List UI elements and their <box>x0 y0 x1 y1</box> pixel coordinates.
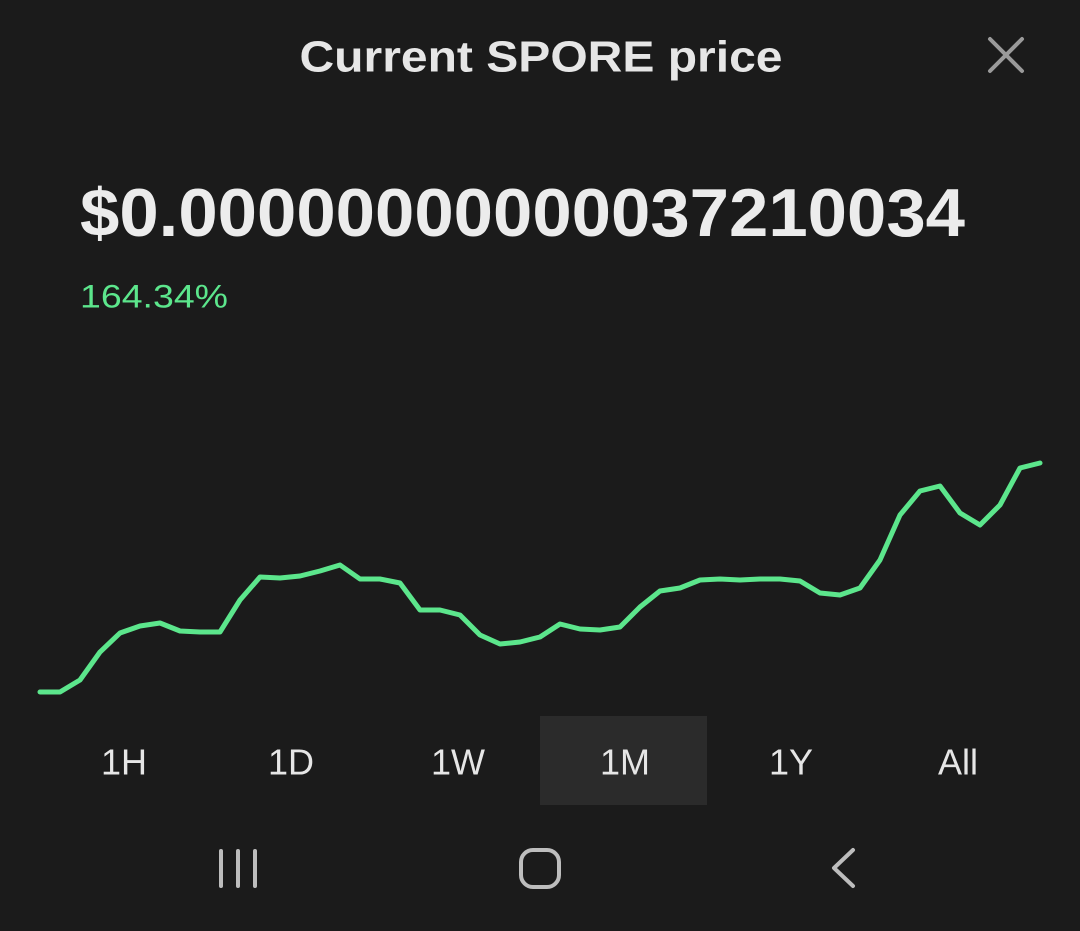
home-button[interactable] <box>519 848 561 889</box>
back-button[interactable] <box>832 848 855 888</box>
tab[interactable]: 1M <box>600 742 650 783</box>
recent-apps-button[interactable] <box>219 849 257 888</box>
price: $0.00000000000037210034 <box>80 175 965 251</box>
tab[interactable]: 1W <box>431 742 485 783</box>
close-button[interactable] <box>988 37 1024 73</box>
tab[interactable]: 1H <box>101 742 147 783</box>
title: Current SPORE price <box>300 33 783 82</box>
selected-tab-background <box>540 716 707 805</box>
price-change: 164.34% <box>80 278 228 314</box>
price-line <box>37 460 1043 695</box>
close-icon <box>988 37 1024 73</box>
tab[interactable]: 1Y <box>769 742 813 783</box>
price-chart <box>37 460 1043 695</box>
tab[interactable]: 1D <box>268 742 314 783</box>
tab[interactable]: All <box>938 742 978 783</box>
